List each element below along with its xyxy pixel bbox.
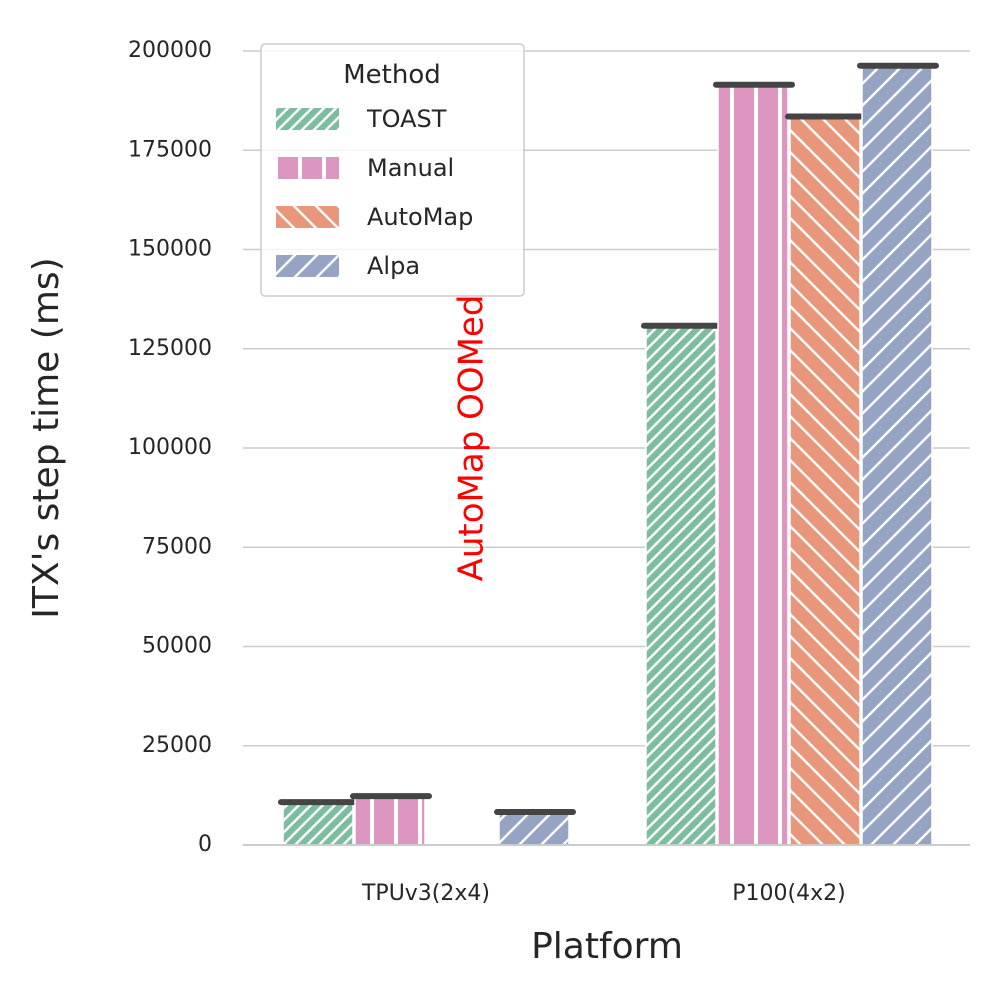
- legend-swatch-toast: [276, 108, 339, 130]
- y-tick-label: 25000: [142, 733, 212, 758]
- y-tick-label: 75000: [142, 534, 212, 559]
- x-tick-label: TPUv3(2x4): [361, 881, 490, 906]
- legend-swatch-manual: [276, 157, 339, 179]
- legend-label-toast: TOAST: [366, 105, 447, 133]
- bar-toast-1: [645, 324, 717, 846]
- bar-manual-1: [717, 83, 789, 846]
- legend-swatch-automap: [276, 206, 339, 228]
- legend-label-manual: Manual: [367, 154, 454, 182]
- bars: [243, 62, 970, 846]
- y-tick-label: 125000: [128, 336, 212, 361]
- y-tick-label: 200000: [128, 38, 212, 63]
- legend-label-alpa: Alpa: [367, 252, 420, 280]
- y-tick-labels: 0 25000 50000 75000 100000 125000 150000 175000…: [128, 38, 212, 857]
- legend-title: Method: [343, 60, 441, 90]
- y-axis-label: ITX's step time (ms): [26, 257, 67, 618]
- y-tick-label: 100000: [128, 435, 212, 460]
- bar-automap-1: [789, 115, 861, 846]
- bar-toast-0: [282, 801, 354, 846]
- bar-alpa-1: [861, 64, 933, 846]
- legend: Method TOAST Manual AutoMap Alpa: [260, 43, 525, 297]
- bar-alpa-0: [498, 811, 570, 846]
- bar-manual-0: [354, 795, 426, 846]
- legend-box: [260, 43, 525, 297]
- x-tick-labels: TPUv3(2x4) P100(4x2): [361, 881, 846, 906]
- x-axis-label: Platform: [531, 926, 683, 967]
- legend-swatch-alpa: [276, 255, 339, 277]
- x-tick-label: P100(4x2): [732, 881, 845, 906]
- y-tick-label: 150000: [128, 237, 212, 262]
- y-tick-label: 50000: [142, 634, 212, 659]
- oom-annotation: AutoMap OOMed: [452, 295, 492, 582]
- legend-label-automap: AutoMap: [367, 203, 473, 231]
- y-tick-label: 0: [198, 832, 212, 857]
- y-tick-label: 175000: [128, 137, 212, 162]
